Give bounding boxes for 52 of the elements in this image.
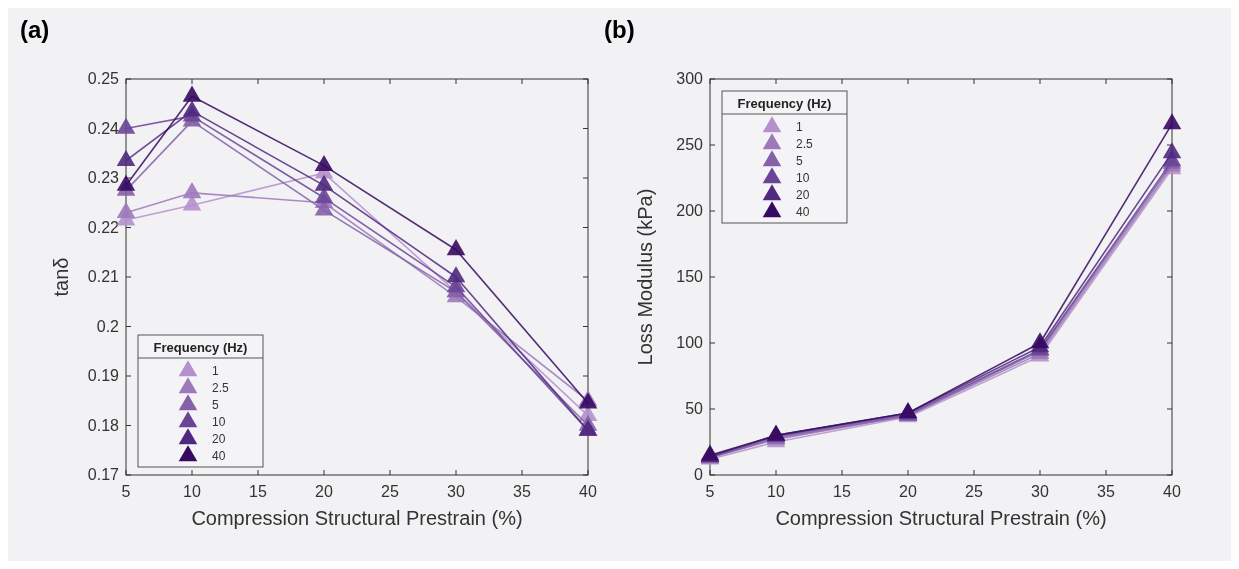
x-tick-label: 5 [121, 483, 131, 500]
y-tick-label: 0.17 [87, 466, 120, 483]
legend-label: 1 [796, 120, 803, 134]
y-tick-label: 0 [694, 466, 704, 483]
legend-title: Frequency (Hz) [737, 96, 832, 111]
x-tick-label: 20 [315, 483, 333, 500]
legend-label: 5 [212, 398, 219, 412]
legend-title: Frequency (Hz) [153, 340, 248, 355]
x-tick-label: 15 [833, 483, 851, 500]
y-axis-title: Loss Modulus (kPa) [634, 188, 656, 366]
x-tick-label: 35 [513, 483, 531, 500]
legend-label: 20 [796, 188, 810, 202]
y-tick-label: 250 [676, 136, 704, 153]
y-tick-label: 0.22 [87, 218, 120, 236]
y-tick-label: 0.2 [96, 317, 120, 335]
x-axis-title: Compression Structural Prestrain (%) [775, 507, 1107, 529]
y-tick-label: 0.24 [87, 119, 120, 137]
x-tick-label: 25 [381, 483, 399, 500]
x-tick-label: 25 [965, 483, 983, 500]
x-tick-label: 10 [183, 483, 201, 500]
y-axis-title: tanδ [50, 257, 72, 297]
y-tick-label: 150 [676, 268, 704, 285]
legend-label: 5 [796, 154, 803, 168]
legend-label: 2.5 [796, 137, 814, 151]
legend-label: 40 [796, 205, 810, 219]
x-tick-label: 15 [249, 483, 267, 500]
y-tick-label: 50 [685, 400, 704, 417]
legend-label: 20 [212, 432, 226, 446]
legend-label: 1 [212, 364, 219, 378]
x-tick-label: 10 [767, 483, 785, 500]
legend-label: 40 [212, 449, 226, 463]
x-tick-label: 40 [579, 483, 597, 500]
legend-label: 10 [212, 415, 226, 429]
x-tick-label: 20 [899, 483, 917, 500]
legend-label: 2.5 [212, 381, 230, 395]
y-tick-label: 0.18 [87, 416, 120, 434]
x-tick-label: 40 [1163, 483, 1181, 500]
y-tick-label: 200 [676, 202, 704, 219]
x-tick-label: 35 [1097, 483, 1115, 500]
x-tick-label: 5 [705, 483, 715, 500]
x-tick-label: 30 [1031, 483, 1049, 500]
y-tick-label: 0.23 [87, 169, 120, 186]
y-tick-label: 0.21 [87, 268, 120, 285]
x-tick-label: 30 [447, 483, 465, 500]
legend-label: 10 [796, 171, 810, 185]
y-tick-label: 0.19 [87, 367, 120, 384]
x-axis-title: Compression Structural Prestrain (%) [191, 507, 523, 529]
y-tick-label: 300 [676, 70, 704, 87]
text: (a) [20, 16, 50, 43]
y-tick-label: 0.25 [87, 70, 120, 87]
text: (b) [604, 16, 635, 43]
y-tick-label: 100 [676, 334, 704, 351]
